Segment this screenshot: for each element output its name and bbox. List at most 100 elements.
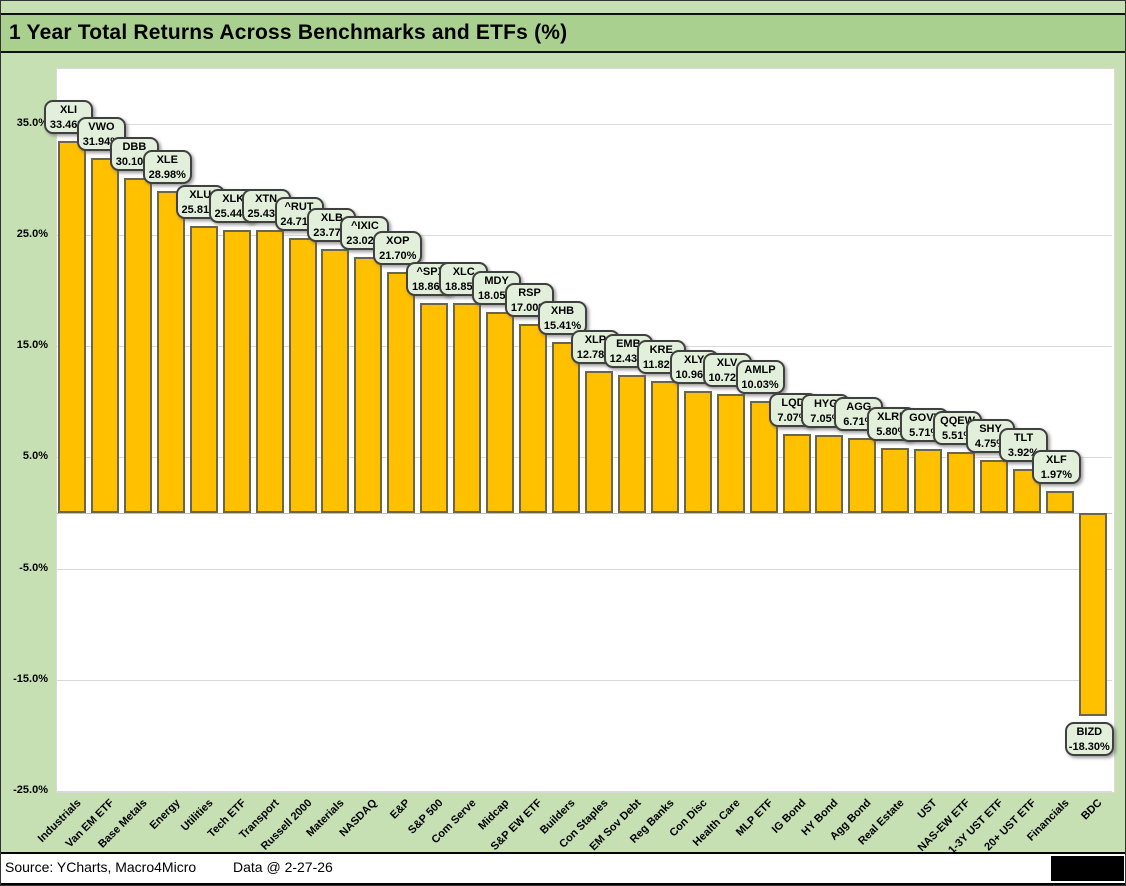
bar: [222, 230, 251, 513]
bar: [782, 434, 811, 513]
bar: [123, 178, 152, 513]
data-callout: TLT 3.92%: [999, 428, 1048, 463]
data-callout: AMLP 10.03%: [735, 360, 785, 395]
bar: [321, 248, 350, 513]
callout-ticker: TLT: [1013, 432, 1034, 445]
callout-ticker: ^SPX: [416, 266, 445, 279]
callout-ticker: BIZD: [1076, 725, 1103, 738]
callout-value: 5.51%: [941, 429, 974, 442]
footer: Source: YCharts, Macro4Micro Data @ 2-27…: [1, 852, 1125, 885]
bar: [716, 393, 745, 513]
gridline: [57, 123, 1112, 125]
callout-value: 6.71%: [843, 416, 875, 429]
callout-ticker: MDY: [484, 275, 509, 288]
data-callout: MDY 18.05%: [472, 271, 522, 306]
callout-ticker: EMB: [616, 337, 641, 350]
callout-value: 3.92%: [1007, 447, 1040, 460]
callout-ticker: AGG: [846, 401, 872, 414]
bar: [58, 140, 86, 513]
bar: [453, 303, 482, 513]
bar: [354, 256, 383, 513]
y-axis-label: -5.0%: [19, 561, 48, 574]
callout-ticker: XOP: [386, 234, 410, 247]
chart-title: 1 Year Total Returns Across Benchmarks a…: [9, 21, 568, 44]
callout-value: -18.30%: [1068, 740, 1110, 753]
zero-axis-line: [57, 512, 1112, 514]
bar: [683, 391, 712, 513]
y-axis-label: 5.0%: [22, 450, 48, 463]
callout-ticker: XLE: [156, 153, 178, 166]
data-callout: XHB 15.41%: [538, 300, 587, 335]
bar: [486, 312, 515, 513]
callout-ticker: XLF: [1046, 454, 1067, 466]
chart-title-band: 1 Year Total Returns Across Benchmarks a…: [1, 13, 1125, 53]
callout-value: 28.98%: [148, 168, 186, 181]
bar: [815, 434, 844, 513]
bar: [584, 370, 613, 513]
bar: [189, 225, 218, 513]
callout-ticker: XLV: [716, 356, 738, 369]
y-axis-label: -25.0%: [13, 784, 48, 796]
bar: [420, 303, 449, 513]
redaction-box: [1051, 856, 1124, 881]
callout-ticker: KRE: [649, 344, 673, 357]
data-callout: XOP 21.70%: [373, 230, 423, 265]
callout-ticker: XLI: [59, 103, 78, 116]
callout-ticker: VWO: [88, 120, 115, 133]
data-callout: XLE 28.98%: [142, 149, 192, 184]
y-axis-label: 35.0%: [16, 116, 48, 129]
gridline: [57, 234, 1112, 236]
bar: [980, 460, 1008, 513]
callout-ticker: XLY: [683, 354, 705, 366]
callout-ticker: XHB: [550, 304, 575, 317]
callout-ticker: HYG: [813, 397, 838, 410]
bar: [848, 438, 877, 513]
bar: [90, 157, 119, 513]
callout-value: 5.71%: [909, 427, 941, 440]
callout-value: 10.03%: [741, 379, 779, 392]
callout-value: 21.70%: [379, 249, 417, 262]
bar: [1013, 469, 1041, 513]
data-callout: XLF 1.97%: [1031, 450, 1081, 484]
bar: [881, 448, 910, 513]
callout-ticker: XLP: [584, 333, 607, 346]
callout-ticker: RSP: [518, 286, 541, 299]
callout-ticker: XLC: [452, 266, 475, 279]
bar: [552, 341, 580, 513]
callout-value: 4.75%: [974, 438, 1007, 451]
callout-ticker: DBB: [122, 141, 147, 154]
callout-ticker: ^RUT: [284, 201, 314, 214]
gridline: [57, 679, 1112, 681]
callout-ticker: AMLP: [744, 364, 776, 377]
bar: [947, 451, 976, 513]
bar: [1078, 512, 1107, 717]
bar: [650, 381, 679, 513]
bar: [1045, 491, 1074, 513]
callout-value: 5.80%: [876, 426, 908, 439]
callout-ticker: XTN: [255, 193, 278, 206]
callout-ticker: SHY: [979, 423, 1002, 436]
callout-ticker: GOVT: [909, 412, 941, 425]
callout-ticker: XLB: [320, 211, 343, 224]
callout-ticker: XLU: [189, 188, 212, 201]
y-axis-label: -15.0%: [13, 672, 48, 685]
bar: [255, 230, 284, 513]
gridline: [57, 457, 1112, 459]
callout-ticker: LQD: [781, 397, 805, 410]
callout-ticker: ^IXIC: [350, 219, 379, 232]
gridline: [57, 791, 1112, 792]
callout-value: 7.05%: [810, 412, 842, 425]
y-axis-label: 25.0%: [16, 227, 48, 240]
data-callout: BIZD -18.30%: [1064, 721, 1114, 756]
bar: [914, 449, 943, 513]
bar: [156, 190, 185, 513]
source-text: Source: YCharts, Macro4Micro: [5, 859, 197, 875]
callout-ticker: XLK: [222, 193, 245, 205]
data-callout: VWO 31.94%: [76, 116, 126, 151]
callout-value: 1.97%: [1040, 469, 1072, 481]
bar: [617, 374, 646, 513]
callout-ticker: XLRE: [877, 411, 907, 424]
bar: [519, 323, 547, 513]
y-axis-label: 15.0%: [16, 339, 48, 352]
